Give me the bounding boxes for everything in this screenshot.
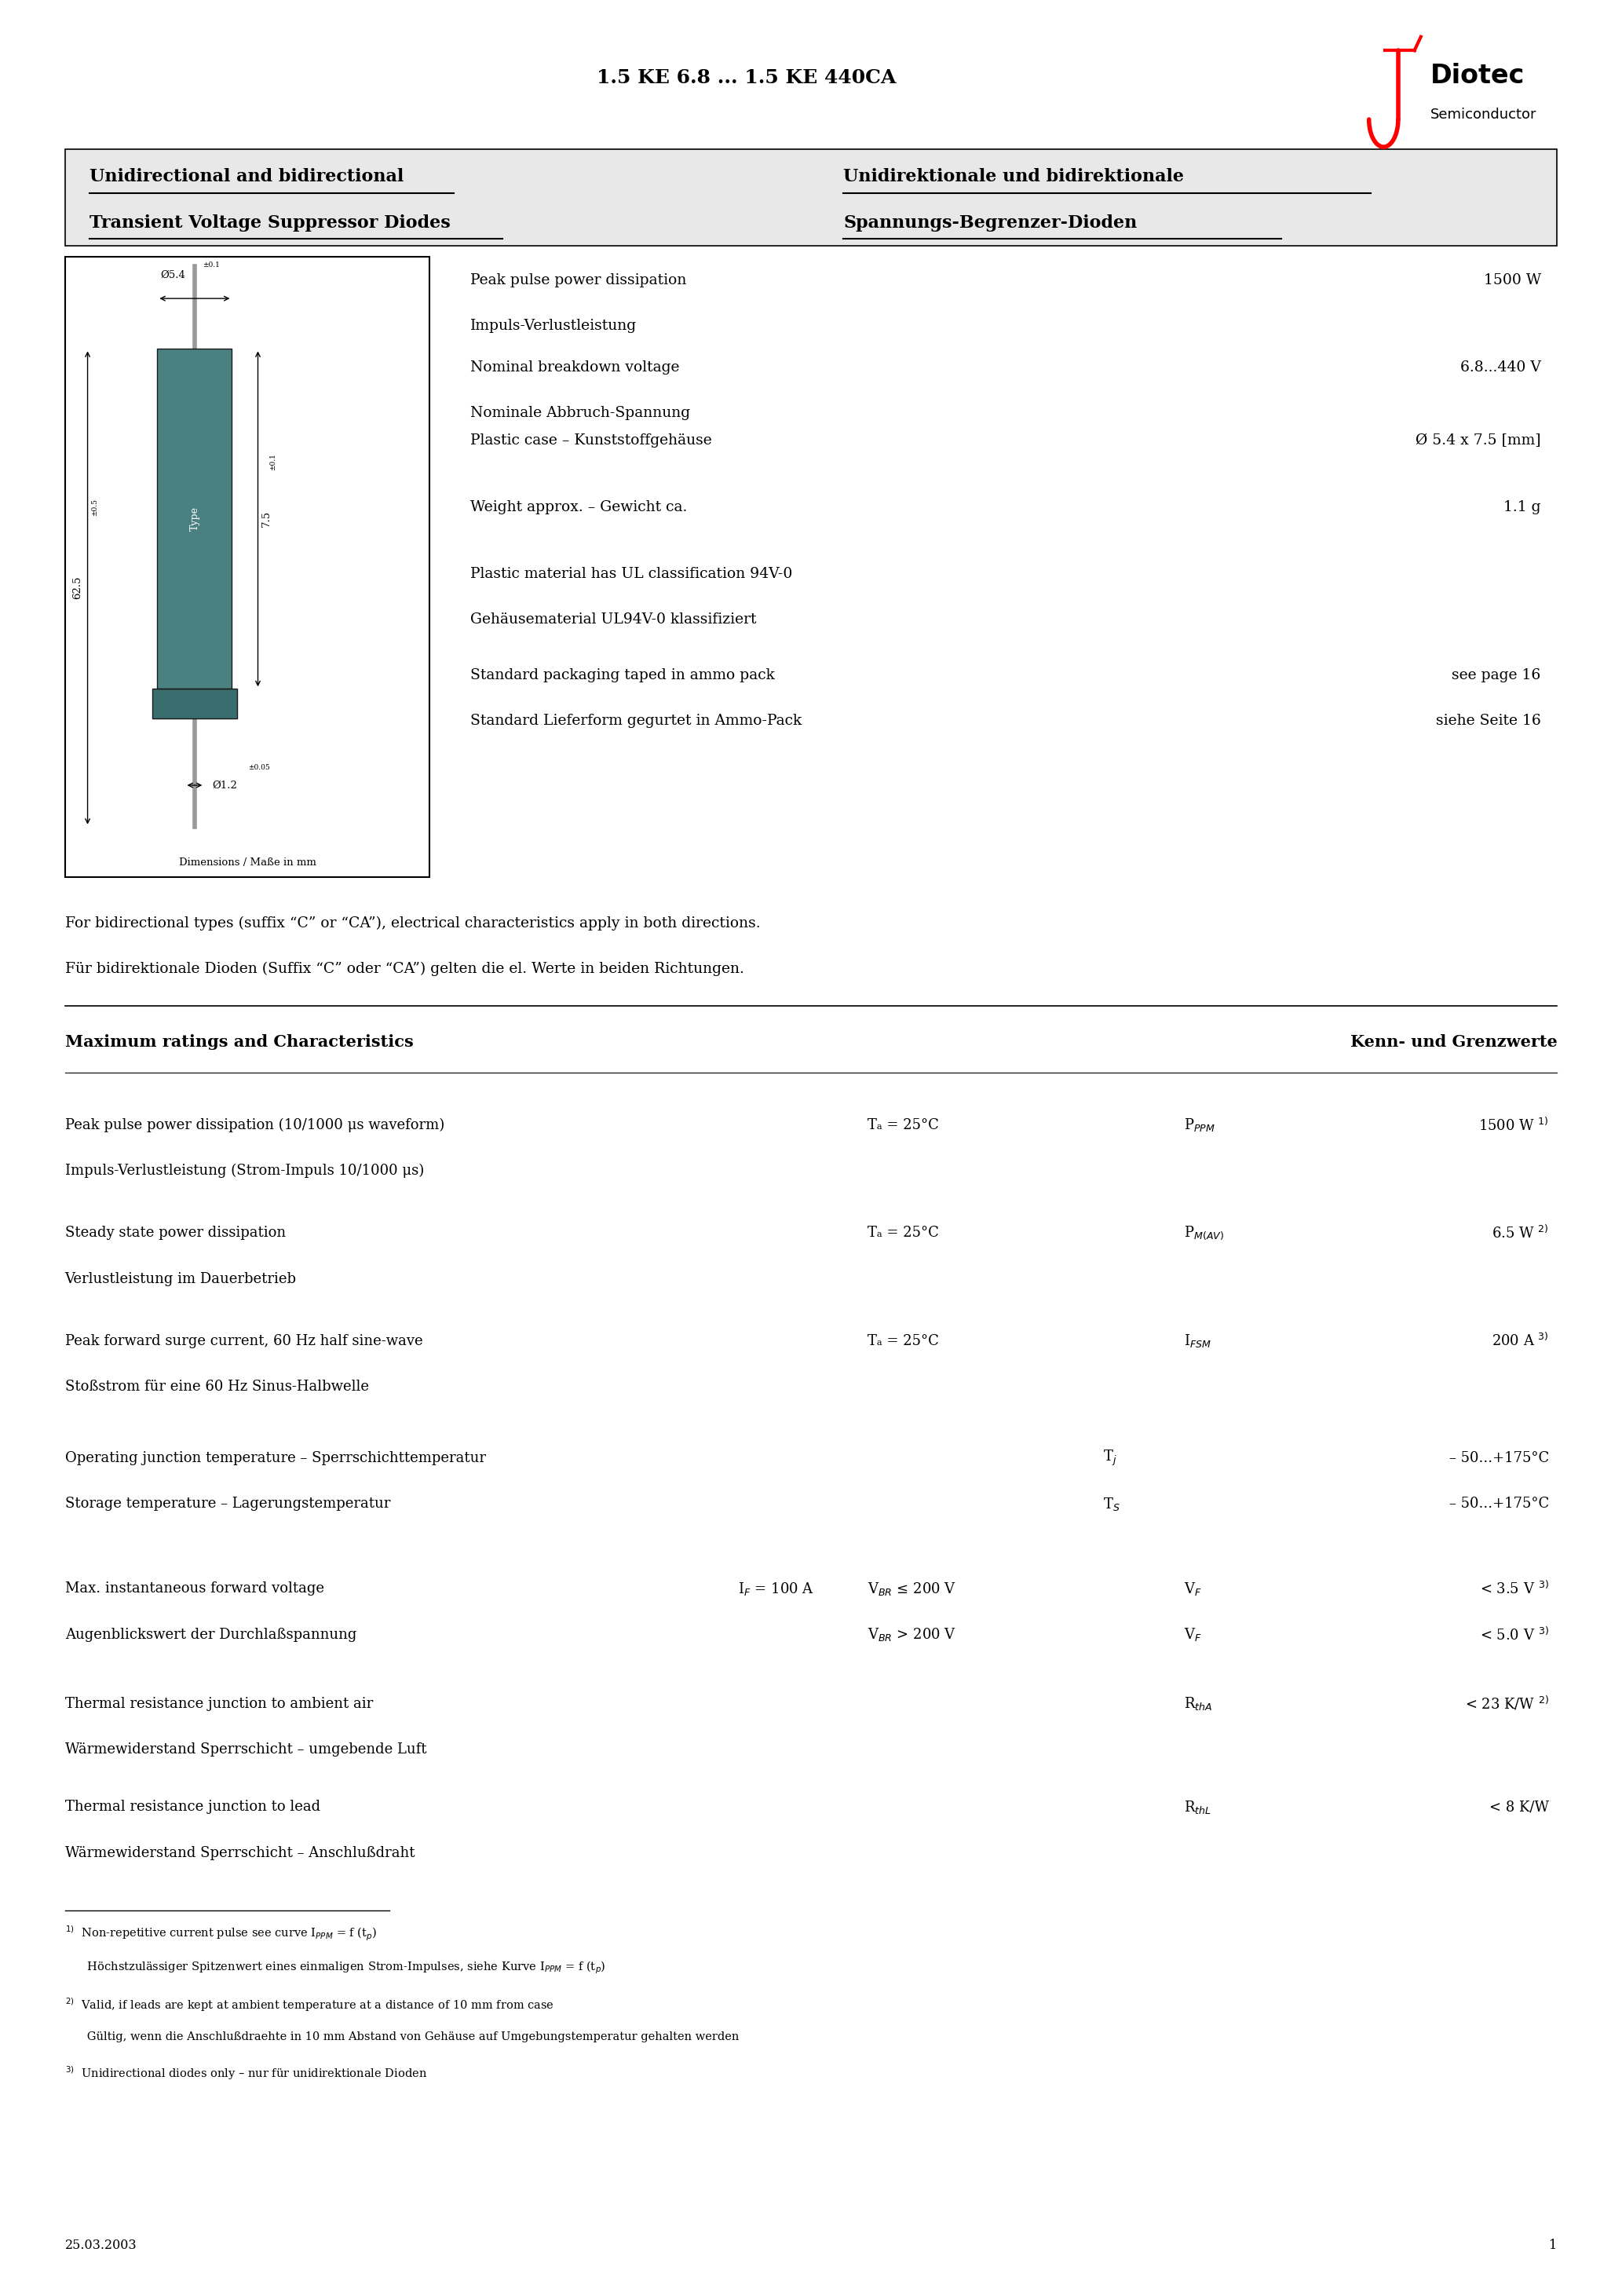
- Text: Thermal resistance junction to lead: Thermal resistance junction to lead: [65, 1800, 320, 1814]
- Text: Wärmewiderstand Sperrschicht – Anschlußdraht: Wärmewiderstand Sperrschicht – Anschlußd…: [65, 1846, 415, 1860]
- Text: < 8 K/W: < 8 K/W: [1489, 1800, 1549, 1814]
- Text: Wärmewiderstand Sperrschicht – umgebende Luft: Wärmewiderstand Sperrschicht – umgebende…: [65, 1743, 427, 1756]
- Text: 7.5: 7.5: [261, 510, 271, 528]
- Text: Plastic material has UL classification 94V-0: Plastic material has UL classification 9…: [470, 567, 793, 581]
- Text: Verlustleistung im Dauerbetrieb: Verlustleistung im Dauerbetrieb: [65, 1272, 297, 1286]
- Text: Weight approx. – Gewicht ca.: Weight approx. – Gewicht ca.: [470, 501, 688, 514]
- Text: I$_{FSM}$: I$_{FSM}$: [1184, 1332, 1212, 1350]
- Text: < 23 K/W $^{2)}$: < 23 K/W $^{2)}$: [1465, 1694, 1549, 1713]
- Text: V$_{BR}$ > 200 V: V$_{BR}$ > 200 V: [868, 1626, 957, 1644]
- Bar: [157, 349, 232, 689]
- Text: Operating junction temperature – Sperrschichttemperatur: Operating junction temperature – Sperrsc…: [65, 1451, 485, 1465]
- Text: $^{3)}$  Unidirectional diodes only – nur für unidirektionale Dioden: $^{3)}$ Unidirectional diodes only – nur…: [65, 2064, 427, 2082]
- Text: Für bidirektionale Dioden (Suffix “C” oder “CA”) gelten die el. Werte in beiden : Für bidirektionale Dioden (Suffix “C” od…: [65, 962, 744, 976]
- Text: Dimensions / Maße in mm: Dimensions / Maße in mm: [178, 859, 316, 868]
- Text: Ø1.2: Ø1.2: [212, 781, 237, 790]
- Text: 62.5: 62.5: [73, 576, 83, 599]
- Text: T$_{S}$: T$_{S}$: [1103, 1495, 1121, 1513]
- Text: Unidirectional and bidirectional: Unidirectional and bidirectional: [89, 168, 404, 186]
- Text: Standard packaging taped in ammo pack: Standard packaging taped in ammo pack: [470, 668, 775, 682]
- Text: Maximum ratings and Characteristics: Maximum ratings and Characteristics: [65, 1035, 414, 1049]
- Text: Plastic case – Kunststoffgehäuse: Plastic case – Kunststoffgehäuse: [470, 434, 712, 448]
- Text: Stoßstrom für eine 60 Hz Sinus-Halbwelle: Stoßstrom für eine 60 Hz Sinus-Halbwelle: [65, 1380, 368, 1394]
- Text: < 5.0 V $^{3)}$: < 5.0 V $^{3)}$: [1479, 1626, 1549, 1644]
- Text: $^{1)}$  Non-repetitive current pulse see curve I$_{PPM}$ = f (t$_p$): $^{1)}$ Non-repetitive current pulse see…: [65, 1924, 376, 1942]
- Text: ±0.1: ±0.1: [203, 262, 221, 269]
- Text: T$_{j}$: T$_{j}$: [1103, 1449, 1118, 1467]
- Text: Tₐ = 25°C: Tₐ = 25°C: [868, 1226, 939, 1240]
- Text: Peak pulse power dissipation: Peak pulse power dissipation: [470, 273, 686, 287]
- Text: Nominal breakdown voltage: Nominal breakdown voltage: [470, 360, 680, 374]
- Text: Max. instantaneous forward voltage: Max. instantaneous forward voltage: [65, 1582, 324, 1596]
- Text: Storage temperature – Lagerungstemperatur: Storage temperature – Lagerungstemperatu…: [65, 1497, 391, 1511]
- Bar: [157, 349, 232, 689]
- Text: Gültig, wenn die Anschlußdraehte in 10 mm Abstand von Gehäuse auf Umgebungstempe: Gültig, wenn die Anschlußdraehte in 10 m…: [65, 2032, 738, 2041]
- Text: 6.8...440 V: 6.8...440 V: [1460, 360, 1541, 374]
- Bar: [152, 689, 237, 719]
- Text: $^{2)}$  Valid, if leads are kept at ambient temperature at a distance of 10 mm : $^{2)}$ Valid, if leads are kept at ambi…: [65, 1995, 553, 2014]
- Text: 1.5 KE 6.8 ... 1.5 KE 440CA: 1.5 KE 6.8 ... 1.5 KE 440CA: [597, 69, 895, 87]
- Text: Type: Type: [190, 507, 200, 530]
- Text: For bidirectional types (suffix “C” or “CA”), electrical characteristics apply i: For bidirectional types (suffix “C” or “…: [65, 916, 761, 930]
- Text: R$_{thL}$: R$_{thL}$: [1184, 1798, 1212, 1816]
- Text: Nominale Abbruch-Spannung: Nominale Abbruch-Spannung: [470, 406, 691, 420]
- Text: V$_F$: V$_F$: [1184, 1626, 1202, 1644]
- Text: ±0.5: ±0.5: [91, 498, 97, 517]
- Text: I$_F$ = 100 A: I$_F$ = 100 A: [738, 1580, 814, 1598]
- Text: V$_{BR}$ ≤ 200 V: V$_{BR}$ ≤ 200 V: [868, 1580, 957, 1598]
- Bar: [152, 689, 237, 719]
- Text: see page 16: see page 16: [1452, 668, 1541, 682]
- Text: Ø 5.4 x 7.5 [mm]: Ø 5.4 x 7.5 [mm]: [1416, 434, 1541, 448]
- Text: R$_{thA}$: R$_{thA}$: [1184, 1694, 1213, 1713]
- Bar: [65, 149, 1557, 246]
- Text: 200 A $^{3)}$: 200 A $^{3)}$: [1492, 1332, 1549, 1350]
- Text: Steady state power dissipation: Steady state power dissipation: [65, 1226, 285, 1240]
- Text: Ø5.4: Ø5.4: [161, 271, 185, 280]
- Text: siehe Seite 16: siehe Seite 16: [1435, 714, 1541, 728]
- Text: Peak forward surge current, 60 Hz half sine-wave: Peak forward surge current, 60 Hz half s…: [65, 1334, 423, 1348]
- Text: Höchstzulässiger Spitzenwert eines einmaligen Strom-Impulses, siehe Kurve I$_{PP: Höchstzulässiger Spitzenwert eines einma…: [65, 1958, 605, 1977]
- Text: ±0.1: ±0.1: [269, 452, 276, 471]
- Text: Semiconductor: Semiconductor: [1431, 108, 1538, 122]
- Text: Spannungs-Begrenzer-Dioden: Spannungs-Begrenzer-Dioden: [843, 214, 1137, 232]
- Text: – 50...+175°C: – 50...+175°C: [1448, 1451, 1549, 1465]
- Text: Diotec: Diotec: [1431, 62, 1525, 90]
- Text: Gehäusematerial UL94V-0 klassifiziert: Gehäusematerial UL94V-0 klassifiziert: [470, 613, 756, 627]
- Text: Augenblickswert der Durchlaßspannung: Augenblickswert der Durchlaßspannung: [65, 1628, 357, 1642]
- Text: – 50...+175°C: – 50...+175°C: [1448, 1497, 1549, 1511]
- Text: 1: 1: [1549, 2239, 1557, 2252]
- Text: 1500 W: 1500 W: [1484, 273, 1541, 287]
- Text: Standard Lieferform gegurtet in Ammo-Pack: Standard Lieferform gegurtet in Ammo-Pac…: [470, 714, 801, 728]
- Text: ±0.05: ±0.05: [248, 765, 269, 771]
- Text: Unidirektionale und bidirektionale: Unidirektionale und bidirektionale: [843, 168, 1184, 186]
- Text: Transient Voltage Suppressor Diodes: Transient Voltage Suppressor Diodes: [89, 214, 451, 232]
- Text: 1500 W $^{1)}$: 1500 W $^{1)}$: [1479, 1116, 1549, 1134]
- Text: Peak pulse power dissipation (10/1000 μs waveform): Peak pulse power dissipation (10/1000 μs…: [65, 1118, 444, 1132]
- Text: 1.1 g: 1.1 g: [1504, 501, 1541, 514]
- Text: Thermal resistance junction to ambient air: Thermal resistance junction to ambient a…: [65, 1697, 373, 1711]
- Text: Tₐ = 25°C: Tₐ = 25°C: [868, 1118, 939, 1132]
- Text: 6.5 W $^{2)}$: 6.5 W $^{2)}$: [1492, 1224, 1549, 1242]
- Bar: [65, 257, 430, 877]
- Text: V$_F$: V$_F$: [1184, 1580, 1202, 1598]
- Text: Kenn- und Grenzwerte: Kenn- und Grenzwerte: [1350, 1035, 1557, 1049]
- Text: Tₐ = 25°C: Tₐ = 25°C: [868, 1334, 939, 1348]
- Text: < 3.5 V $^{3)}$: < 3.5 V $^{3)}$: [1479, 1580, 1549, 1598]
- Text: P$_{PPM}$: P$_{PPM}$: [1184, 1116, 1215, 1134]
- Text: 25.03.2003: 25.03.2003: [65, 2239, 136, 2252]
- Text: Impuls-Verlustleistung (Strom-Impuls 10/1000 μs): Impuls-Verlustleistung (Strom-Impuls 10/…: [65, 1164, 423, 1178]
- Text: P$_{M(AV)}$: P$_{M(AV)}$: [1184, 1224, 1225, 1242]
- Text: Impuls-Verlustleistung: Impuls-Verlustleistung: [470, 319, 637, 333]
